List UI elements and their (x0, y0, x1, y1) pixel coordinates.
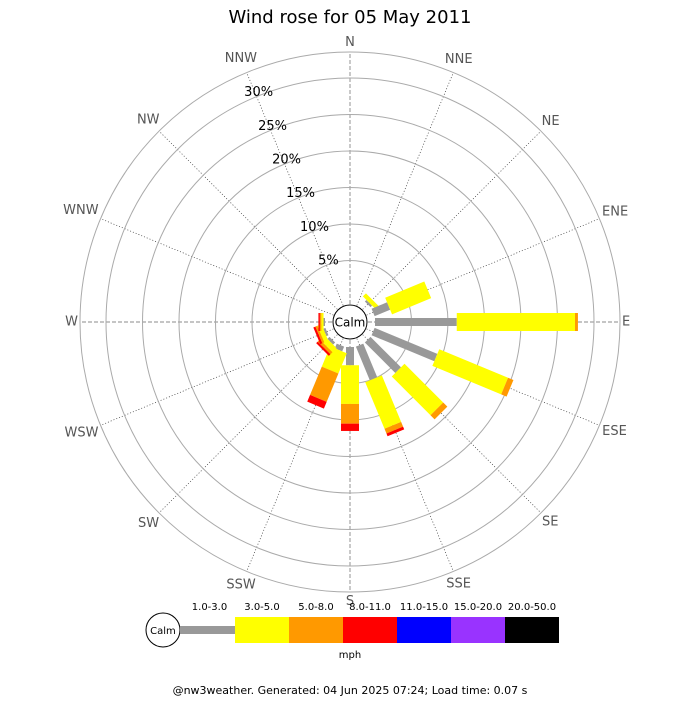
direction-label: N (345, 35, 355, 50)
bar-segment (315, 325, 325, 344)
direction-label: E (622, 315, 630, 330)
r-tick-label: 15% (286, 186, 315, 201)
legend-label: 20.0-50.0 (508, 602, 556, 613)
bar-segment (501, 377, 514, 397)
bars (307, 281, 578, 437)
legend-calm-label: Calm (150, 626, 176, 637)
direction-label: NW (137, 113, 160, 128)
bar-segment (384, 421, 404, 434)
legend-label: 3.0-5.0 (244, 602, 279, 613)
bar-segment (334, 343, 345, 352)
bar-segment (430, 402, 448, 420)
r-tick-label: 10% (300, 220, 329, 235)
chart-title: Wind rose for 05 May 2011 (229, 7, 472, 28)
bar-segment (364, 336, 401, 373)
r-tick-label: 5% (318, 254, 339, 269)
legend-swatch (343, 617, 397, 643)
legend-label: 5.0-8.0 (298, 602, 333, 613)
direction-label: WNW (63, 203, 99, 218)
bar-segment (319, 313, 322, 331)
bar-segment (327, 336, 336, 345)
legend-swatch (505, 617, 559, 643)
bar-segment (385, 281, 432, 315)
bar-segment (391, 363, 444, 416)
direction-label: ESE (602, 424, 627, 439)
bar-segment (362, 293, 379, 310)
bar-segment (307, 394, 327, 409)
bar-segment (310, 366, 339, 402)
legend-label: 1.0-3.0 (192, 602, 227, 613)
bar-segment (374, 318, 457, 326)
bar-segment (321, 313, 324, 331)
outer-ring (79, 51, 621, 593)
bar-segment (456, 313, 576, 331)
direction-label: NNE (445, 52, 473, 67)
bar-segment (341, 423, 359, 431)
bar-segment (341, 365, 359, 404)
bar-segment (371, 327, 438, 362)
legend-label: 11.0-15.0 (400, 602, 448, 613)
legend: Calm mph 1.0-3.0 3.0-5.0 5.0-8.0 8.0-11.0 11… (145, 602, 559, 661)
calm-label: Calm (335, 316, 366, 330)
bar-segment (432, 349, 509, 395)
bar-segment (365, 375, 402, 429)
r-tick-label: 30% (244, 85, 273, 100)
calm-circle (332, 304, 368, 340)
r-tick-label: 25% (258, 119, 287, 134)
bar-segment (575, 313, 578, 331)
bar-segment (386, 426, 405, 437)
grid-ring (105, 77, 595, 567)
footer: @nw3weather. Generated: 04 Jun 2025 07:2… (173, 684, 528, 697)
r-tick-label: 20% (272, 153, 301, 168)
bar-segment (364, 299, 373, 308)
direction-label: NNW (225, 51, 257, 66)
bar-segment (371, 302, 391, 317)
direction-label: NE (542, 114, 560, 129)
direction-label: ENE (602, 205, 628, 220)
legend-swatch (451, 617, 505, 643)
legend-swatch (180, 626, 235, 634)
bar-segment (341, 403, 359, 424)
direction-label: SE (542, 515, 558, 530)
legend-swatch (289, 617, 343, 643)
legend-label: 15.0-20.0 (454, 602, 502, 613)
direction-label: W (65, 315, 78, 330)
direction-label: SSE (446, 577, 471, 592)
bar-segment (323, 327, 329, 337)
bar-segment (346, 347, 354, 366)
legend-swatch (235, 617, 289, 643)
bar-segment (316, 341, 331, 356)
bar-segment (313, 326, 323, 345)
legend-unit: mph (339, 650, 361, 661)
bar-segment (323, 318, 326, 326)
direction-label: SW (138, 516, 159, 531)
direction-label: S (346, 594, 354, 609)
direction-label: WSW (65, 426, 99, 441)
bar-segment (318, 313, 320, 331)
legend-swatch (397, 617, 451, 643)
direction-label: SSW (226, 577, 256, 592)
legend-label: 8.0-11.0 (349, 602, 391, 613)
bar-segment (355, 343, 378, 381)
